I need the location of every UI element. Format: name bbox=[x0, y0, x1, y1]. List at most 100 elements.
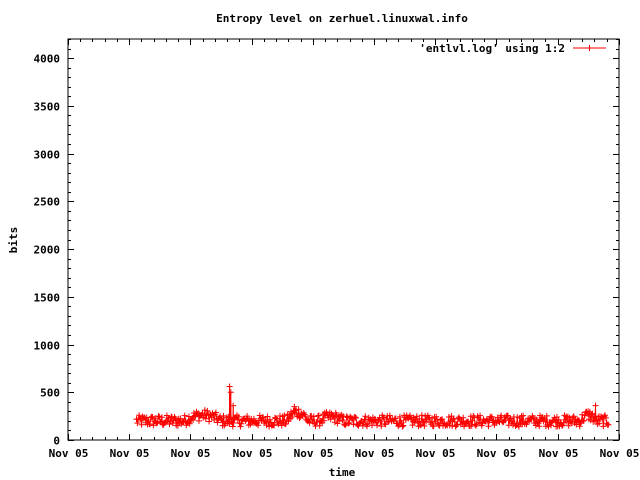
data-point bbox=[515, 423, 522, 430]
data-point bbox=[138, 421, 145, 428]
chart-title: Entropy level on zerhuel.linuxwal.info bbox=[216, 12, 468, 25]
y-tick-label: 3000 bbox=[34, 149, 61, 162]
data-point bbox=[579, 411, 586, 418]
data-point bbox=[512, 422, 519, 429]
data-point bbox=[230, 402, 237, 409]
data-point bbox=[229, 423, 236, 430]
data-point bbox=[345, 420, 352, 427]
x-axis-label: time bbox=[329, 466, 356, 479]
y-tick-label: 0 bbox=[53, 435, 60, 448]
y-tick-label: 1500 bbox=[34, 292, 61, 305]
data-point bbox=[196, 417, 202, 424]
y-tick-label: 500 bbox=[40, 387, 60, 400]
data-point bbox=[483, 416, 490, 423]
data-point bbox=[315, 412, 322, 419]
data-point bbox=[421, 423, 428, 429]
plot-frame bbox=[67, 38, 620, 441]
data-point bbox=[165, 415, 172, 421]
data-point bbox=[212, 409, 219, 416]
x-tick-label: Nov 05 bbox=[233, 447, 273, 460]
data-point bbox=[234, 416, 241, 423]
data-point bbox=[460, 414, 467, 421]
data-point bbox=[514, 414, 521, 421]
data-point bbox=[177, 415, 184, 422]
data-point bbox=[485, 423, 492, 430]
x-tick-label: Nov 05 bbox=[110, 447, 150, 460]
data-point bbox=[552, 417, 559, 424]
data-point bbox=[362, 413, 369, 420]
data-point bbox=[288, 414, 295, 421]
data-point bbox=[361, 416, 368, 423]
data-point bbox=[226, 383, 233, 390]
data-point bbox=[153, 420, 160, 427]
x-tick-label: Nov 05 bbox=[600, 447, 640, 460]
data-point bbox=[220, 412, 227, 419]
legend-marker bbox=[586, 45, 593, 51]
data-point bbox=[330, 412, 337, 419]
data-point bbox=[327, 416, 334, 423]
data-point bbox=[592, 402, 599, 409]
data-point bbox=[548, 422, 554, 429]
data-point bbox=[174, 422, 181, 429]
data-point bbox=[605, 421, 612, 428]
data-point bbox=[230, 419, 237, 426]
data-point bbox=[407, 412, 413, 419]
data-point bbox=[385, 419, 392, 425]
data-point bbox=[461, 423, 468, 430]
legend-label: 'entlvl.log' using 1:2 bbox=[419, 42, 565, 55]
x-tick-label: Nov 05 bbox=[49, 447, 89, 460]
data-point bbox=[543, 412, 550, 419]
legend: 'entlvl.log' using 1:2 bbox=[419, 42, 606, 55]
data-point bbox=[542, 417, 549, 423]
data-point bbox=[162, 419, 169, 426]
x-tick-label: Nov 05 bbox=[477, 447, 517, 460]
data-point bbox=[314, 419, 321, 426]
data-point bbox=[310, 413, 317, 420]
data-point bbox=[369, 422, 375, 429]
data-point bbox=[416, 415, 423, 422]
data-point bbox=[392, 415, 399, 422]
x-tick-label: Nov 05 bbox=[171, 447, 211, 460]
y-axis-label: bits bbox=[7, 227, 20, 254]
data-point bbox=[295, 406, 302, 413]
data-point bbox=[281, 412, 288, 419]
data-point bbox=[588, 411, 595, 418]
data-point bbox=[244, 413, 251, 420]
y-axis: 0 500 1000 1500 2000 2500 3000 3500 4000 bbox=[34, 39, 619, 448]
data-point bbox=[271, 422, 278, 429]
data-point bbox=[589, 410, 596, 417]
data-point bbox=[435, 421, 442, 428]
y-tick-label: 3500 bbox=[34, 101, 61, 114]
y-tick-label: 2500 bbox=[34, 196, 61, 209]
data-point bbox=[399, 423, 406, 430]
data-point bbox=[453, 422, 460, 429]
data-point bbox=[136, 412, 143, 419]
data-point bbox=[227, 389, 234, 396]
data-point bbox=[422, 413, 429, 419]
data-point bbox=[434, 416, 440, 423]
data-point bbox=[352, 414, 359, 421]
data-point bbox=[565, 422, 572, 429]
data-point bbox=[602, 412, 608, 419]
x-tick-label: Nov 05 bbox=[416, 447, 456, 460]
data-point bbox=[520, 412, 527, 419]
data-point bbox=[185, 413, 192, 420]
data-point bbox=[204, 407, 211, 414]
data-point bbox=[134, 420, 141, 427]
data-point bbox=[343, 413, 350, 420]
data-point bbox=[535, 418, 542, 425]
data-point bbox=[282, 420, 289, 427]
data-point bbox=[154, 419, 161, 426]
data-point bbox=[150, 422, 157, 429]
data-point bbox=[169, 420, 176, 427]
data-point bbox=[206, 418, 213, 425]
data-point bbox=[374, 422, 381, 429]
data-point bbox=[346, 419, 353, 426]
data-point bbox=[353, 414, 359, 421]
data-point bbox=[147, 421, 153, 428]
data-point bbox=[570, 413, 577, 420]
data-point bbox=[465, 418, 472, 425]
data-point bbox=[377, 418, 384, 425]
data-point bbox=[426, 414, 433, 421]
